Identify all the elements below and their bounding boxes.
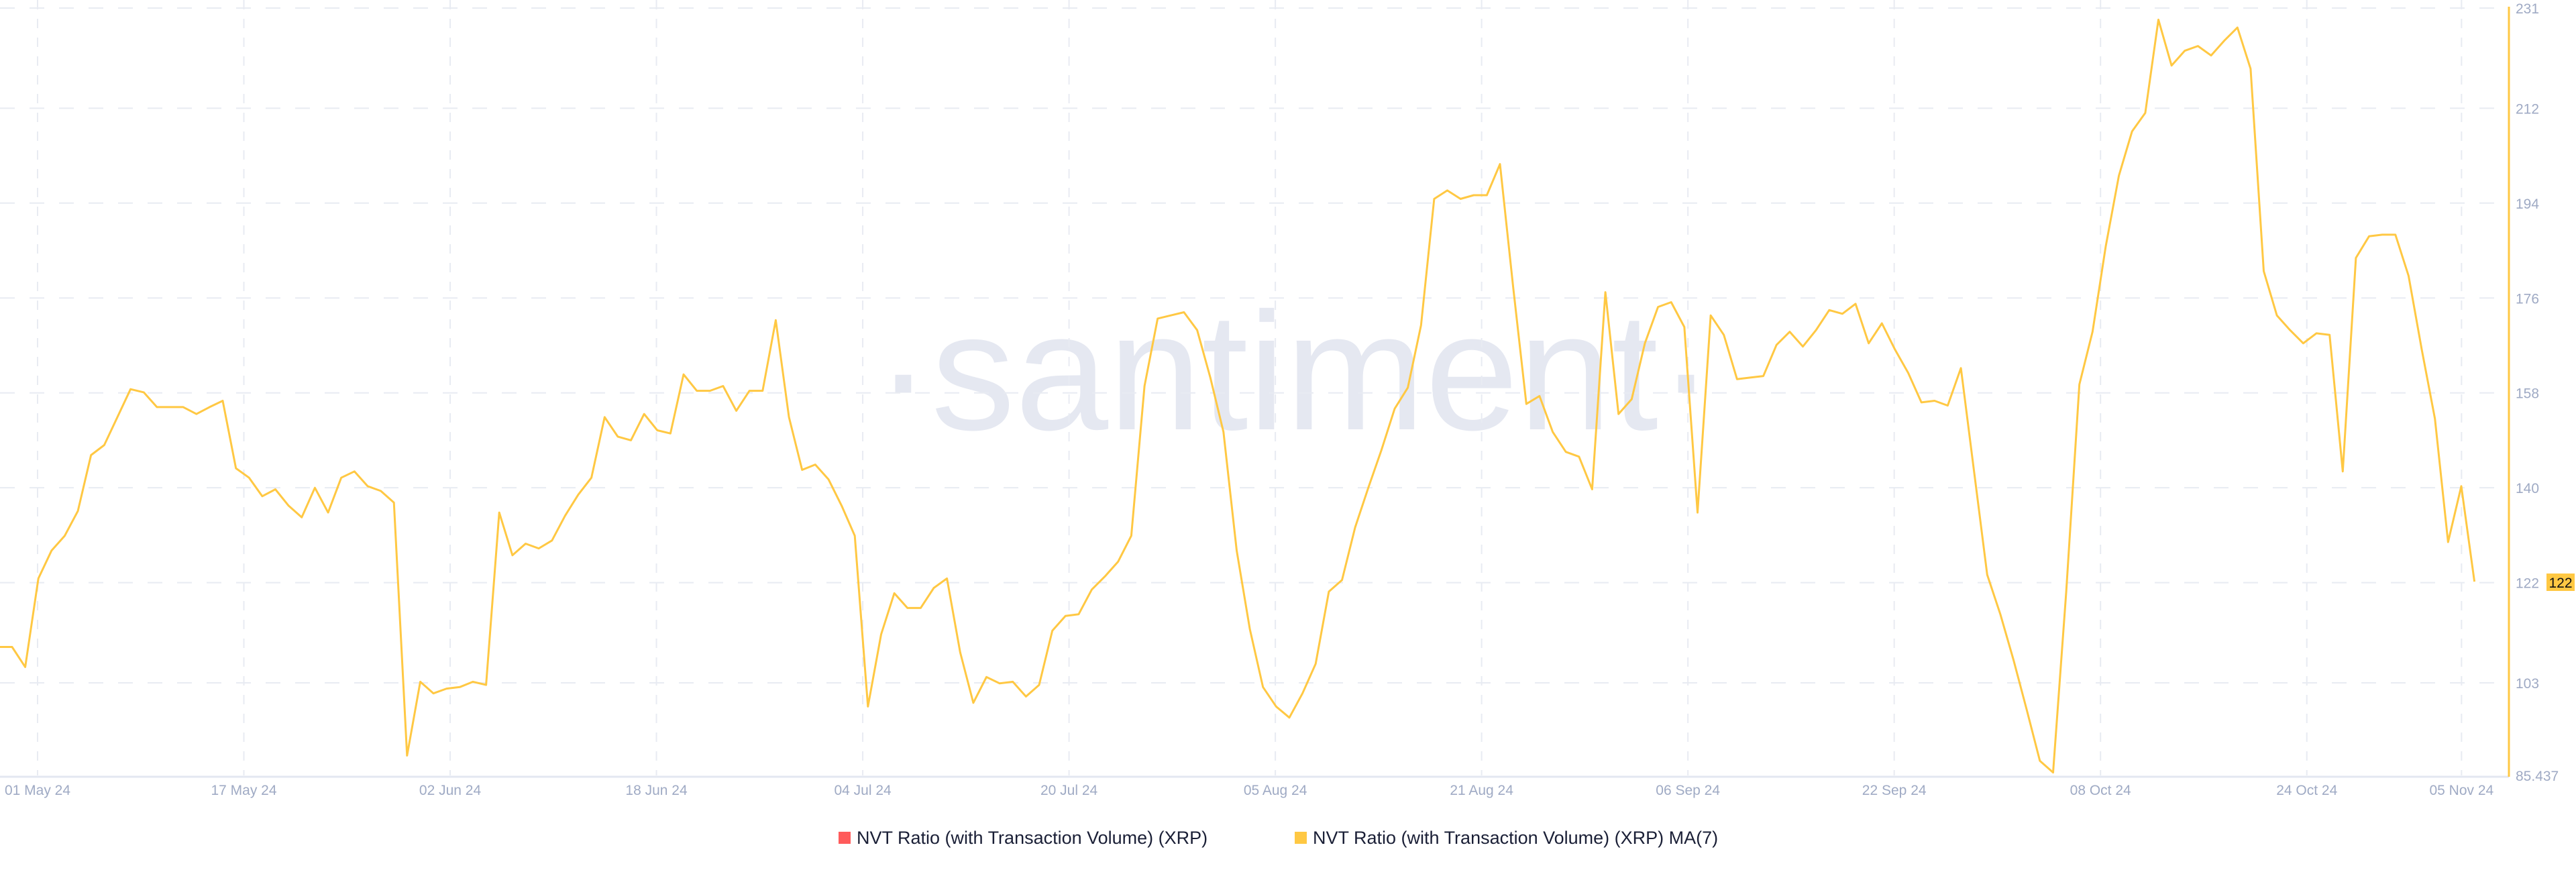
legend-item-nvt-ma7[interactable]: NVT Ratio (with Transaction Volume) (XRP… — [1295, 828, 1718, 848]
legend-label-nvt: NVT Ratio (with Transaction Volume) (XRP… — [857, 828, 1208, 848]
legend-swatch-nvt — [839, 832, 851, 844]
x-tick-label: 08 Oct 24 — [2070, 783, 2131, 798]
x-tick-label: 20 Jul 24 — [1040, 783, 1098, 798]
series-line-1 — [0, 18, 2476, 774]
legend-swatch-nvt-ma7 — [1295, 832, 1307, 844]
y-tick-label: 103 — [2516, 676, 2539, 692]
legend-label-nvt-ma7: NVT Ratio (with Transaction Volume) (XRP… — [1313, 828, 1718, 848]
series-lines — [0, 18, 2476, 774]
x-axis: 01 May 24 17 May 24 02 Jun 24 18 Jun 24 04 J… — [5, 783, 2494, 798]
y-tick-label: 231 — [2516, 1, 2539, 17]
watermark: ·santiment· — [875, 278, 1714, 465]
x-tick-label: 21 Aug 24 — [1450, 783, 1513, 798]
y-tick-label: 158 — [2516, 386, 2539, 402]
y-tick-label: 176 — [2516, 291, 2539, 307]
legend: NVT Ratio (with Transaction Volume) (XRP… — [839, 828, 1718, 848]
y-tick-label: 212 — [2516, 101, 2539, 117]
x-tick-label: 17 May 24 — [211, 783, 276, 798]
last-value-badge: 122 — [2546, 574, 2575, 591]
x-tick-label: 02 Jun 24 — [419, 783, 482, 798]
x-tick-label: 06 Sep 24 — [1656, 783, 1720, 798]
x-tick-label: 22 Sep 24 — [1862, 783, 1927, 798]
legend-item-nvt[interactable]: NVT Ratio (with Transaction Volume) (XRP… — [839, 828, 1208, 848]
x-tick-label: 05 Nov 24 — [2429, 783, 2493, 798]
x-tick-label: 18 Jun 24 — [625, 783, 688, 798]
y-tick-label: 85.437 — [2516, 769, 2559, 784]
x-tick-label: 05 Aug 24 — [1244, 783, 1307, 798]
last-value-text: 122 — [2548, 576, 2572, 591]
grid — [0, 0, 2506, 775]
y-tick-label: 140 — [2516, 481, 2539, 496]
x-tick-label: 04 Jul 24 — [834, 783, 892, 798]
x-tick-label: 24 Oct 24 — [2276, 783, 2337, 798]
last-value-badge-bg — [2546, 574, 2575, 591]
x-tick-label: 01 May 24 — [5, 783, 70, 798]
y-axis: 231 212 194 176 158 140 122 103 85.437 — [2516, 1, 2559, 784]
y-tick-label: 122 — [2516, 576, 2539, 592]
y-tick-label: 194 — [2516, 197, 2539, 212]
